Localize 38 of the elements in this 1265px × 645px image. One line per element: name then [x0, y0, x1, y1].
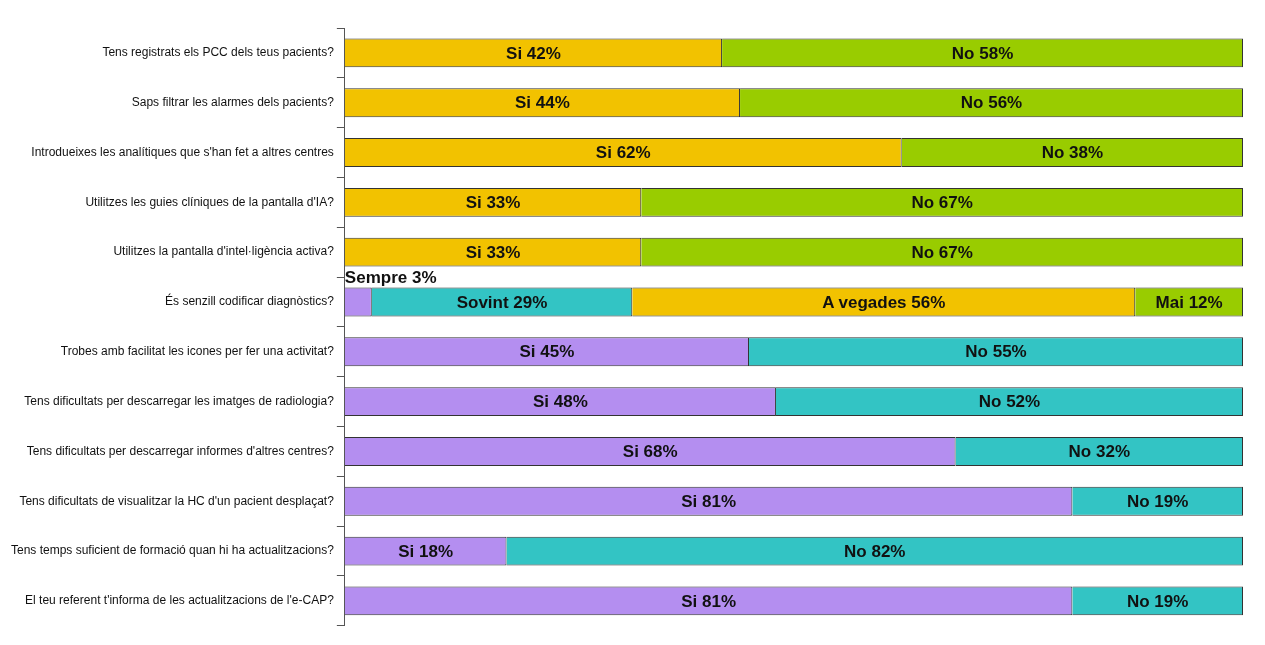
y-tick-label: El teu referent t'informa de les actualitzacions de l'e-CAP?: [25, 593, 335, 608]
data-label: Si 42%: [506, 43, 561, 63]
data-label: Sempre 3%: [344, 267, 437, 287]
data-label: No 38%: [1041, 143, 1104, 163]
data-label: No 52%: [978, 392, 1041, 412]
data-label: Si 62%: [595, 143, 651, 163]
data-label: Si 33%: [465, 193, 521, 213]
data-label: No 67%: [911, 193, 973, 213]
data-label: Si 44%: [515, 93, 570, 113]
data-label: Si 81%: [681, 491, 736, 511]
data-label: Mai 12%: [1155, 292, 1223, 312]
data-label: Si 81%: [681, 591, 736, 611]
y-tick-label: És senzill codificar diagnòstics?: [165, 293, 335, 309]
y-tick-label: Utilitzes les guies clíniques de la pantalla d'IA?: [85, 194, 335, 209]
data-label: Si 45%: [519, 342, 575, 362]
data-label: No 32%: [1068, 442, 1131, 462]
data-label: Si 33%: [465, 242, 521, 262]
data-label: No 67%: [911, 242, 973, 262]
data-label: No 56%: [960, 93, 1023, 113]
y-tick-label: Trobes amb facilitat les icones per fer una activitat?: [60, 344, 335, 359]
data-label: No 19%: [1126, 491, 1189, 511]
data-label: Si 48%: [533, 392, 588, 412]
data-label: No 55%: [965, 342, 1027, 362]
y-tick-label: Tens dificultats de visualitzar la HC d'un pacient desplaçat?: [19, 493, 335, 508]
y-tick-label: Introdueixes les analítiques que s'han fet a altres centres: [31, 144, 334, 159]
y-tick-label: Utilitzes la pantalla d'intel·ligència activa?: [113, 244, 335, 259]
y-tick-label: Tens dificultats per descarregar les imatges de radiologia?: [24, 393, 335, 408]
data-label: Sovint 29%: [456, 292, 548, 312]
data-label: Si 68%: [622, 442, 678, 462]
y-tick-label: Tens dificultats per descarregar informes d'altres centres?: [26, 443, 335, 458]
y-tick-label: Tens temps suficient de formació quan hi ha actualitzacions?: [10, 543, 335, 558]
data-label: No 82%: [844, 541, 906, 561]
y-tick-label: Saps filtrar les alarmes dels pacients?: [131, 95, 335, 110]
data-label: Si 18%: [398, 541, 454, 561]
data-label: No 19%: [1126, 591, 1189, 611]
y-tick-label: Tens registrats els PCC dels teus pacients?: [102, 45, 335, 60]
data-label: A vegades 56%: [822, 292, 946, 312]
data-label: No 58%: [951, 43, 1014, 63]
